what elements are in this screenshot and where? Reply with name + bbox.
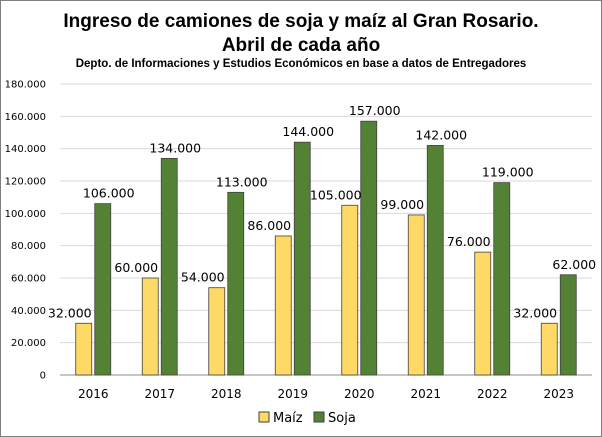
bar-soja-2016 bbox=[94, 203, 112, 376]
x-tick-label: 2021 bbox=[410, 387, 441, 401]
chart-title: Ingreso de camiones de soja y maíz al Gr… bbox=[63, 11, 538, 32]
y-tick-label: 20.000 bbox=[11, 338, 46, 349]
y-tick-label: 160.000 bbox=[5, 112, 46, 123]
data-label-maiz-2020: 105.000 bbox=[310, 187, 362, 202]
y-tick-label: 0 bbox=[40, 371, 46, 382]
bar-soja-2020 bbox=[360, 120, 378, 376]
data-label-soja-2019: 144.000 bbox=[282, 124, 334, 139]
y-tick-label: 180.000 bbox=[5, 80, 46, 91]
y-tick-label: 140.000 bbox=[5, 144, 46, 155]
legend-label-maiz: Maíz bbox=[273, 411, 303, 426]
chart-subtitle: Depto. de Informaciones y Estudios Econó… bbox=[76, 58, 527, 70]
data-label-soja-2018: 113.000 bbox=[216, 174, 268, 189]
bar-maiz-2022 bbox=[474, 251, 492, 376]
y-axis-ticks: 0 20.000 40.000 60.000 80.000 100.000 120.000 1… bbox=[5, 80, 46, 382]
chart-title-line2: Abril de cada año bbox=[222, 35, 380, 56]
bar-maiz-2018 bbox=[208, 287, 226, 376]
bar-soja-2021 bbox=[426, 145, 444, 376]
y-tick-label: 60.000 bbox=[11, 274, 46, 285]
data-label-soja-2022: 119.000 bbox=[482, 165, 534, 180]
bar-maiz-2016 bbox=[75, 322, 93, 376]
bar-soja-2017 bbox=[160, 157, 178, 376]
x-tick-label: 2017 bbox=[144, 387, 175, 401]
bar-maiz-2017 bbox=[141, 277, 159, 376]
data-label-soja-2023: 62.000 bbox=[552, 257, 596, 272]
data-labels: 32.000 106.000 60.000 134.000 54.000 113.000 8… bbox=[48, 103, 596, 320]
y-tick-label: 100.000 bbox=[5, 209, 46, 220]
legend-swatch-maiz bbox=[258, 411, 270, 423]
data-label-soja-2017: 134.000 bbox=[149, 140, 201, 155]
data-label-soja-2016: 106.000 bbox=[83, 186, 135, 201]
bar-soja-2023 bbox=[559, 274, 577, 376]
y-tick-label: 120.000 bbox=[5, 177, 46, 188]
x-axis-ticks: 2016 2017 2018 2019 2020 2021 2022 2023 bbox=[78, 387, 574, 401]
bar-soja-2019 bbox=[293, 141, 311, 376]
data-label-maiz-2022: 76.000 bbox=[447, 234, 491, 249]
x-tick-label: 2016 bbox=[78, 387, 109, 401]
data-label-soja-2021: 142.000 bbox=[415, 127, 467, 142]
y-tick-label: 80.000 bbox=[11, 241, 46, 252]
legend-swatch-soja bbox=[313, 411, 325, 423]
bar-maiz-2019 bbox=[274, 235, 292, 376]
x-tick-label: 2022 bbox=[477, 387, 508, 401]
x-tick-label: 2018 bbox=[211, 387, 242, 401]
data-label-maiz-2019: 86.000 bbox=[247, 218, 291, 233]
bar-soja-2018 bbox=[227, 191, 245, 376]
data-label-maiz-2021: 99.000 bbox=[380, 197, 424, 212]
y-tick-label: 40.000 bbox=[11, 306, 46, 317]
legend-label-soja: Soja bbox=[328, 411, 356, 426]
data-label-soja-2020: 157.000 bbox=[349, 103, 401, 118]
bar-soja-2022 bbox=[493, 182, 511, 376]
x-tick-label: 2019 bbox=[277, 387, 308, 401]
bar-maiz-2021 bbox=[407, 214, 425, 376]
legend: Maíz Soja bbox=[258, 411, 356, 426]
bar-maiz-2023 bbox=[540, 322, 558, 376]
bar-maiz-2020 bbox=[341, 204, 359, 376]
data-label-maiz-2016: 32.000 bbox=[48, 305, 92, 320]
x-tick-label: 2020 bbox=[344, 387, 375, 401]
bars bbox=[75, 120, 577, 376]
data-label-maiz-2017: 60.000 bbox=[114, 260, 158, 275]
data-label-maiz-2023: 32.000 bbox=[513, 305, 557, 320]
x-tick-label: 2023 bbox=[543, 387, 574, 401]
data-label-maiz-2018: 54.000 bbox=[181, 270, 225, 285]
